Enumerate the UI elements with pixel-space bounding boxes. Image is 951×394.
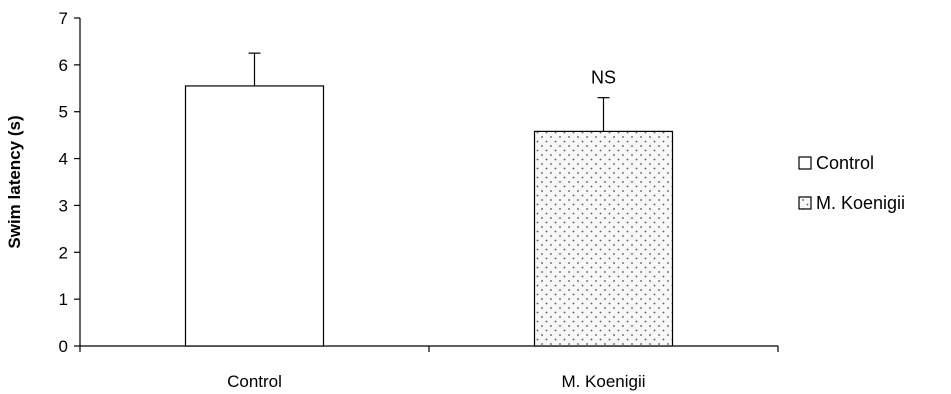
legend-swatch <box>798 156 812 170</box>
y-axis-label: Swim latency (s) <box>5 115 24 248</box>
y-tick-label: 7 <box>59 9 68 28</box>
y-tick-label: 1 <box>59 290 68 309</box>
y-tick-label: 6 <box>59 56 68 75</box>
x-tick-label: Control <box>227 372 282 391</box>
legend-swatch <box>798 196 812 210</box>
x-tick-label: M. Koenigii <box>561 372 645 391</box>
y-tick-label: 4 <box>59 150 68 169</box>
plot-area: 0 1 2 3 4 5 6 7 Swim latency (s) Control M. Koenig… <box>5 9 779 391</box>
y-tick-label: 0 <box>59 337 68 356</box>
y-tick-label: 5 <box>59 103 68 122</box>
bar-m-koenigii <box>533 130 674 347</box>
legend-label: Control <box>816 153 874 173</box>
y-tick-label: 2 <box>59 243 68 262</box>
legend: Control M. Koenigii <box>798 153 905 213</box>
bar-control <box>184 85 325 347</box>
significance-annotation: NS <box>591 68 616 88</box>
y-tick-label: 3 <box>59 196 68 215</box>
legend-label: M. Koenigii <box>816 193 905 213</box>
